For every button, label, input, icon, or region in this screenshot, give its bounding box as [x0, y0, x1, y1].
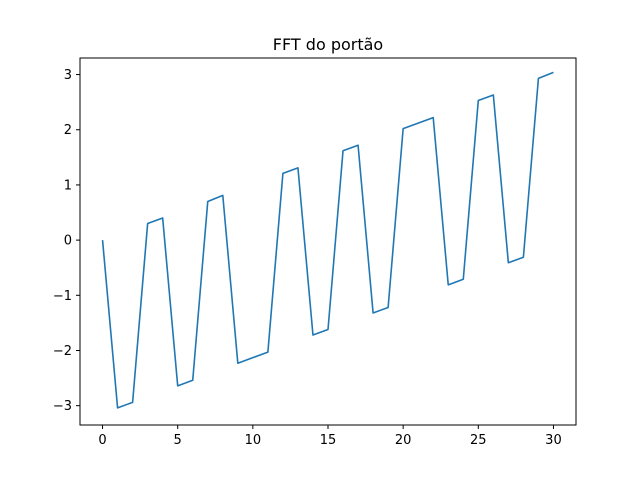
x-tick-label: 25 [470, 433, 487, 448]
chart-title: FFT do portão [273, 35, 383, 54]
x-tick-label: 30 [545, 433, 562, 448]
y-tick-label: 0 [64, 234, 72, 249]
plot-area [101, 71, 554, 409]
x-tick-label: 0 [98, 433, 106, 448]
y-tick-label: −1 [53, 289, 72, 304]
y-tick-label: 1 [64, 178, 72, 193]
y-tick-label: −3 [53, 399, 72, 414]
x-tick-label: 15 [320, 433, 337, 448]
series-line-0 [101, 71, 554, 409]
x-axis: 0 5 10 15 20 25 30 [98, 425, 562, 448]
y-axis: −3 −2 −1 0 1 2 3 [53, 68, 80, 414]
y-tick-label: −2 [53, 344, 72, 359]
y-tick-label: 3 [64, 68, 72, 83]
x-tick-label: 10 [245, 433, 262, 448]
x-tick-label: 20 [395, 433, 412, 448]
y-tick-label: 2 [64, 123, 72, 138]
x-tick-label: 5 [174, 433, 182, 448]
